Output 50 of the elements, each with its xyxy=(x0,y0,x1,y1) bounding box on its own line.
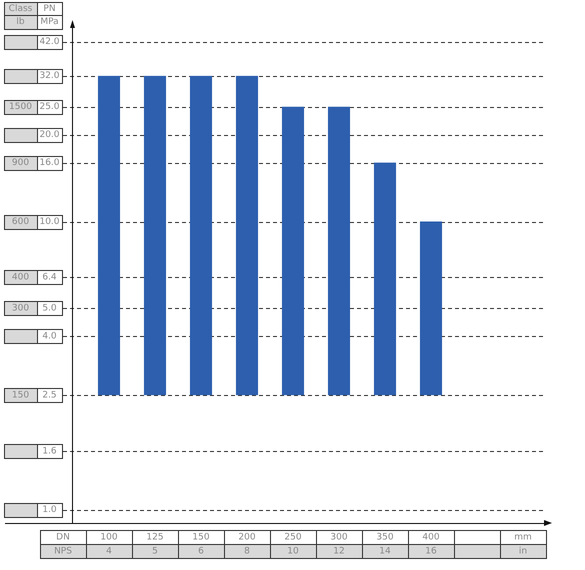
text: 400 xyxy=(12,272,30,283)
y-tick-label: 20.0 xyxy=(39,130,60,140)
text: 5 xyxy=(152,546,158,556)
text: Class xyxy=(8,4,33,14)
text: 16 xyxy=(425,546,437,556)
text: 1500 xyxy=(9,102,32,112)
text: 10 xyxy=(287,546,299,556)
bar xyxy=(374,162,396,396)
bar xyxy=(282,106,304,396)
text: 600 xyxy=(12,216,30,227)
bar xyxy=(236,76,258,396)
text: 6 xyxy=(198,546,204,556)
text: 900 xyxy=(12,158,30,168)
y-tick-label: 16.0 xyxy=(39,158,60,168)
text: 150 xyxy=(12,390,30,400)
text: MPa xyxy=(40,16,59,27)
y-tick-label: 5.0 xyxy=(42,304,57,314)
x-tick-label: 400 xyxy=(422,532,440,542)
text: 4 xyxy=(106,546,112,556)
text: 14 xyxy=(379,546,391,556)
x-tick-label: 250 xyxy=(284,532,302,542)
x-tick-label: 150 xyxy=(192,532,210,542)
y-tick-label: 4.0 xyxy=(42,332,57,342)
y-tick-label: 25.0 xyxy=(39,102,60,112)
bar xyxy=(190,76,212,396)
x-tick-label: 100 xyxy=(100,532,118,542)
text: in xyxy=(518,546,528,556)
x-tick-label: 125 xyxy=(146,532,164,542)
text: 300 xyxy=(12,304,30,314)
y-tick-label: 1.6 xyxy=(42,446,57,456)
bar xyxy=(144,76,166,396)
x-tick-label: 300 xyxy=(330,532,348,542)
y-tick-label: 2.5 xyxy=(42,390,57,400)
x-axis-title: DN xyxy=(56,532,70,542)
y-tick-label: 42.0 xyxy=(39,37,60,48)
x-tick-label: 200 xyxy=(238,532,256,542)
bar xyxy=(420,222,442,396)
y-axis-title: PN xyxy=(43,4,56,14)
x-tick-label: 350 xyxy=(376,532,394,542)
y-tick-label: 6.4 xyxy=(42,272,57,283)
bar xyxy=(98,76,120,396)
text: NPS xyxy=(54,546,72,556)
y-tick-label: 10.0 xyxy=(39,216,60,227)
bar xyxy=(328,106,350,396)
y-tick-label: 32.0 xyxy=(39,71,60,82)
text: 12 xyxy=(333,546,345,556)
text: mm xyxy=(514,532,532,542)
text: lb xyxy=(16,16,25,27)
text: 8 xyxy=(244,546,250,556)
y-tick-label: 1.0 xyxy=(42,505,57,516)
